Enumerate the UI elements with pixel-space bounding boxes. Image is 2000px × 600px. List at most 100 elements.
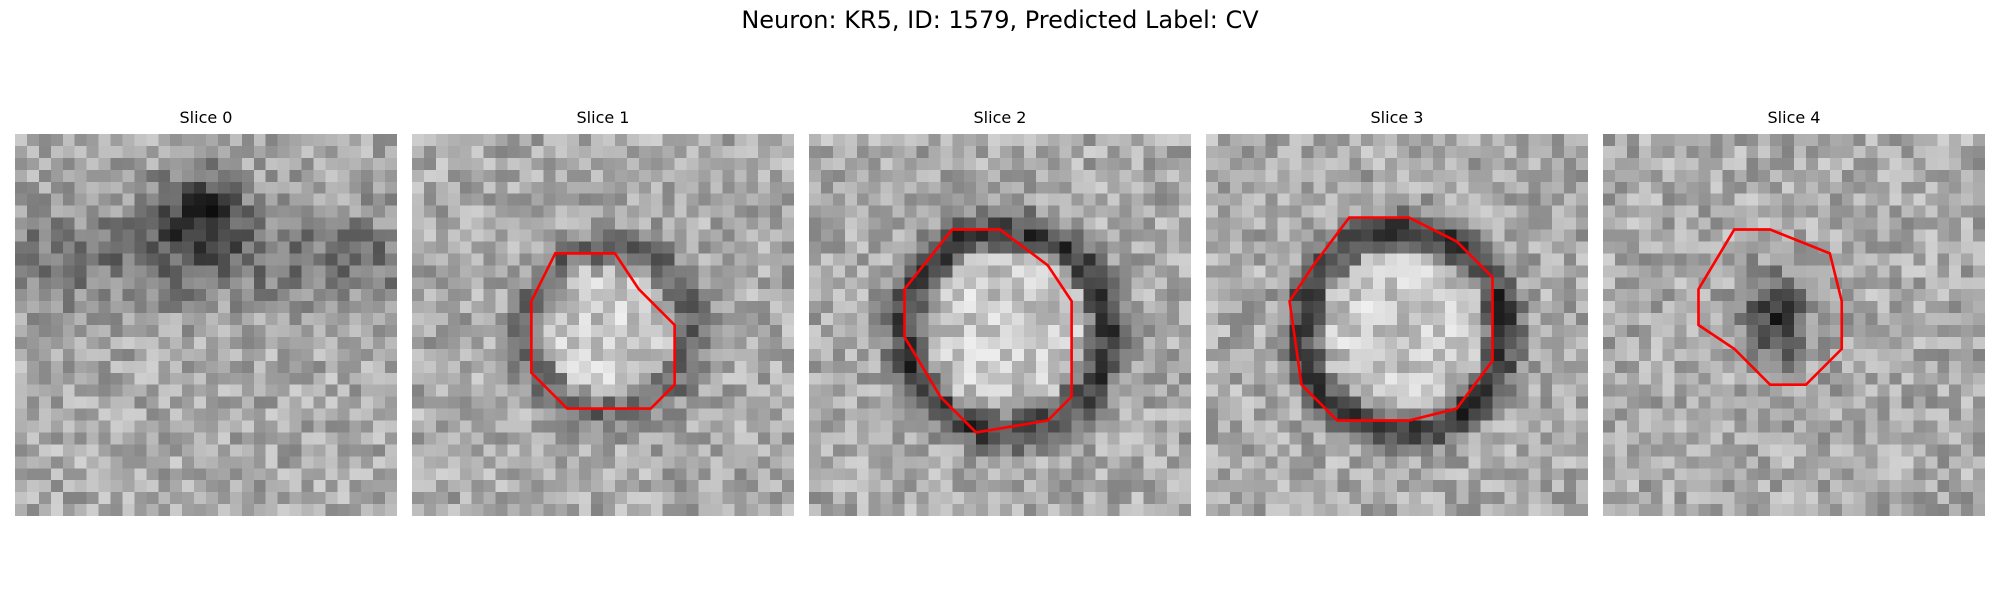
image-pixel xyxy=(880,265,893,278)
image-pixel xyxy=(1528,241,1541,254)
image-pixel xyxy=(435,301,449,314)
image-pixel xyxy=(1265,396,1278,409)
image-pixel xyxy=(146,456,159,469)
image-pixel xyxy=(940,181,953,194)
image-pixel xyxy=(1325,205,1338,218)
image-pixel xyxy=(638,456,651,469)
image-pixel xyxy=(1265,265,1278,278)
image-pixel xyxy=(1397,360,1410,373)
image-pixel xyxy=(770,241,783,254)
image-pixel xyxy=(412,241,425,254)
image-pixel xyxy=(26,492,40,505)
image-pixel xyxy=(1937,205,1950,218)
image-pixel xyxy=(1349,253,1362,266)
image-pixel xyxy=(182,360,195,373)
image-pixel xyxy=(614,145,628,159)
image-pixel xyxy=(15,432,28,445)
image-pixel xyxy=(1540,360,1553,373)
image-pixel xyxy=(1674,360,1687,373)
image-pixel xyxy=(471,313,484,326)
image-pixel xyxy=(385,217,397,230)
image-pixel xyxy=(158,480,171,493)
image-pixel xyxy=(988,157,1001,171)
image-pixel xyxy=(1217,420,1231,433)
image-pixel xyxy=(916,348,929,362)
image-pixel xyxy=(1023,468,1037,481)
image-pixel xyxy=(1313,193,1326,206)
image-pixel xyxy=(412,134,425,147)
image-pixel xyxy=(447,277,460,290)
image-pixel xyxy=(1614,420,1628,433)
image-pixel xyxy=(1277,480,1290,493)
image-pixel xyxy=(471,325,484,338)
image-pixel xyxy=(206,193,219,206)
image-pixel xyxy=(253,265,266,278)
image-pixel xyxy=(277,384,290,397)
image-pixel xyxy=(337,492,350,505)
image-pixel xyxy=(86,157,99,171)
image-pixel xyxy=(1023,456,1037,469)
image-pixel xyxy=(1301,289,1314,302)
image-pixel xyxy=(337,229,350,242)
image-pixel xyxy=(1206,432,1219,445)
image-pixel xyxy=(1155,360,1168,373)
image-pixel xyxy=(385,480,397,493)
image-pixel xyxy=(1397,396,1410,409)
image-pixel xyxy=(98,205,111,218)
image-pixel xyxy=(1179,420,1191,433)
image-pixel xyxy=(567,468,580,481)
image-pixel xyxy=(435,217,449,230)
image-pixel xyxy=(289,301,302,314)
image-pixel xyxy=(1603,289,1616,302)
image-pixel xyxy=(844,480,857,493)
image-pixel xyxy=(1023,432,1037,445)
image-pixel xyxy=(626,229,640,242)
image-pixel xyxy=(98,157,111,171)
image-pixel xyxy=(373,420,386,433)
image-pixel xyxy=(1710,408,1723,421)
image-pixel xyxy=(1758,289,1771,302)
image-pixel xyxy=(809,444,822,457)
image-pixel xyxy=(1119,325,1132,338)
image-pixel xyxy=(734,205,747,218)
image-pixel xyxy=(1925,229,1938,242)
image-pixel xyxy=(1206,157,1219,171)
image-pixel xyxy=(206,468,219,481)
image-pixel xyxy=(820,348,834,362)
image-pixel xyxy=(662,169,675,182)
image-pixel xyxy=(519,157,532,171)
image-pixel xyxy=(1949,157,1962,171)
image-pixel xyxy=(26,456,40,469)
image-pixel xyxy=(591,492,604,505)
image-pixel xyxy=(1925,396,1938,409)
image-pixel xyxy=(1023,408,1037,421)
image-pixel xyxy=(38,444,52,457)
image-pixel xyxy=(1480,504,1493,516)
image-pixel xyxy=(373,480,386,493)
image-pixel xyxy=(1782,301,1795,314)
image-pixel xyxy=(1746,420,1759,433)
image-pixel xyxy=(1603,360,1616,373)
image-pixel xyxy=(1444,134,1457,147)
image-pixel xyxy=(603,229,616,242)
image-pixel xyxy=(1373,348,1386,362)
image-pixel xyxy=(1805,432,1819,445)
image-pixel xyxy=(158,265,171,278)
image-pixel xyxy=(423,432,437,445)
image-pixel xyxy=(1853,145,1866,159)
image-pixel xyxy=(1504,265,1517,278)
image-pixel xyxy=(1638,408,1651,421)
image-pixel xyxy=(1746,253,1759,266)
image-pixel xyxy=(1770,241,1783,254)
image-pixel xyxy=(928,504,941,516)
image-pixel xyxy=(483,217,496,230)
image-pixel xyxy=(1059,408,1072,421)
image-pixel xyxy=(1206,134,1219,147)
image-pixel xyxy=(158,432,171,445)
image-pixel xyxy=(1023,504,1037,516)
image-pixel xyxy=(1492,444,1505,457)
image-pixel xyxy=(62,372,75,385)
image-pixel xyxy=(531,241,544,254)
image-pixel xyxy=(50,468,63,481)
image-pixel xyxy=(134,360,147,373)
